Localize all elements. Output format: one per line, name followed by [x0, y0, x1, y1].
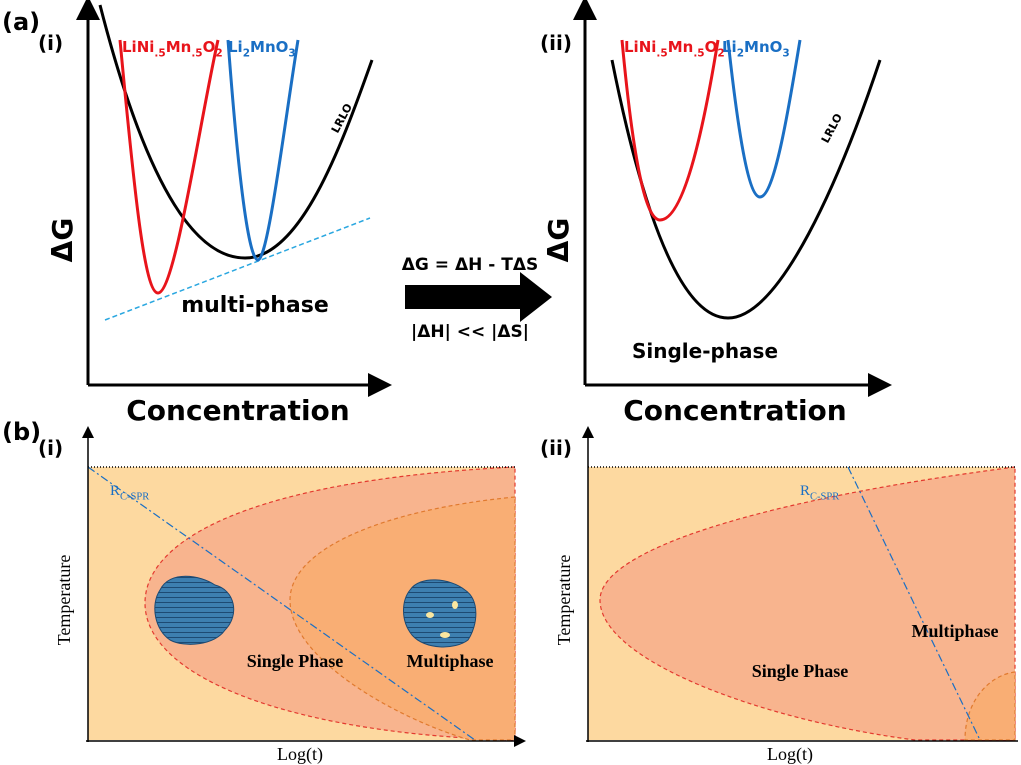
label-part: Li [228, 38, 243, 56]
curve [728, 40, 800, 197]
label-part: R [110, 483, 120, 499]
subscript: .5 [154, 48, 165, 60]
curve-label: LiNi.5Mn.5O2 [122, 38, 223, 60]
label-part: Li [722, 38, 737, 56]
curve-label: LiNi.5Mn.5O2 [624, 38, 725, 60]
subscript: 2 [215, 48, 222, 60]
arrow [405, 272, 552, 322]
region-label: Single Phase [247, 651, 344, 671]
subscript: .5 [656, 48, 667, 60]
region-label: Multiphase [911, 621, 998, 641]
annotation: multi-phase [181, 293, 329, 318]
curve [622, 40, 718, 220]
equation: ΔG = ΔH - TΔS [402, 255, 538, 275]
curve [612, 60, 880, 318]
precipitate [426, 612, 434, 618]
subscript: C-SPR [810, 492, 839, 503]
label-part: O [203, 38, 216, 56]
subscript: .5 [191, 48, 202, 60]
curve-label: Li2MnO3 [722, 38, 790, 60]
y-axis-label: ΔG [46, 218, 79, 263]
precipitate [452, 601, 458, 609]
subscript: 2 [737, 48, 744, 60]
sub-label: (ii) [540, 436, 572, 460]
label-part: LiNi [624, 38, 656, 56]
label-part: O [705, 38, 718, 56]
sub-label: (i) [38, 31, 63, 55]
condition: |ΔH| << |ΔS| [411, 322, 529, 342]
label-part: MnO [250, 38, 288, 56]
plot-b-left [86, 432, 520, 742]
x-axis-label: Concentration [126, 394, 349, 427]
plot-a-right [585, 8, 880, 385]
x-axis-label: Concentration [623, 394, 846, 427]
label-part: LiNi [122, 38, 154, 56]
y-axis-label: ΔG [542, 218, 575, 263]
plot-a-left [88, 5, 380, 385]
plot-b-right [586, 432, 1018, 742]
curve-label: Li2MnO3 [228, 38, 296, 60]
grain [404, 580, 476, 647]
sub-label: (i) [38, 436, 63, 460]
subscript: 3 [782, 48, 789, 60]
panel-label: (b) [2, 418, 41, 446]
label-part: Mn [166, 38, 192, 56]
precipitate [440, 632, 450, 638]
region-label: Single Phase [752, 661, 849, 681]
figure: (a) (i) (ii) ΔG Concentration LiNi.5Mn.5… [0, 0, 1021, 765]
x-axis-label: Log(t) [277, 744, 323, 765]
subscript: 2 [243, 48, 250, 60]
curve [228, 40, 298, 260]
x-axis-label: Log(t) [767, 744, 813, 765]
y-axis-label: Temperature [54, 555, 74, 646]
subscript: C-SPR [120, 492, 149, 503]
curve [120, 40, 218, 293]
subscript: 3 [288, 48, 295, 60]
label-part: MnO [744, 38, 782, 56]
subscript: .5 [693, 48, 704, 60]
label-part: Mn [668, 38, 694, 56]
region-label: Multiphase [406, 651, 493, 671]
annotation: Single-phase [632, 339, 778, 363]
label-part: R [800, 483, 810, 499]
y-axis-label: Temperature [554, 555, 574, 646]
sub-label: (ii) [540, 31, 572, 55]
panel-label: (a) [2, 8, 40, 36]
curve-label: LRLO [819, 111, 845, 145]
